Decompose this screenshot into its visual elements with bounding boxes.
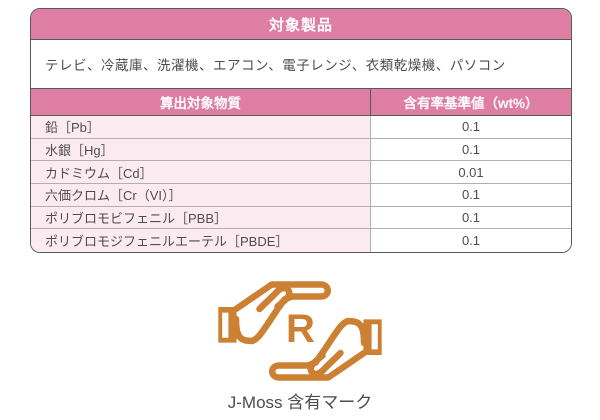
svg-text:R: R — [286, 307, 315, 351]
